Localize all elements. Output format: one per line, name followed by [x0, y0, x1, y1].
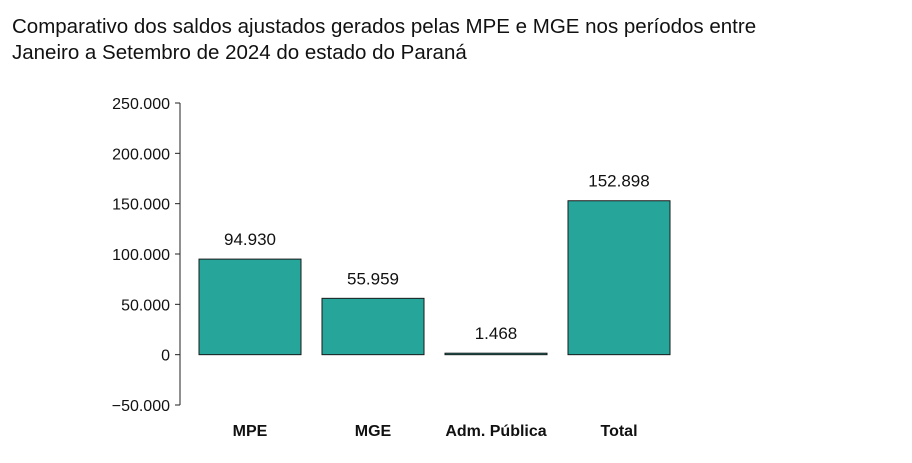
- y-tick-label: 150.000: [112, 197, 170, 214]
- bar-mge: [321, 297, 425, 356]
- data-label: 1.468: [475, 324, 518, 343]
- category-label: MGE: [355, 423, 392, 440]
- data-label: 94.930: [224, 230, 276, 249]
- labels: 94.930 MPE 55.959 MGE 1.468 Adm. Pública 152.8…: [224, 172, 650, 440]
- category-label: Adm. Pública: [445, 423, 546, 440]
- category-label: Total: [600, 423, 637, 440]
- bars: [198, 200, 671, 356]
- y-tick-label: 200.000: [112, 146, 170, 163]
- chart-title-line-2: Janeiro a Setembro de 2024 do estado do …: [12, 41, 467, 64]
- category-label: MPE: [233, 423, 268, 440]
- data-label: 55.959: [347, 269, 399, 288]
- y-tick-label: 100.000: [112, 247, 170, 264]
- bar-total: [567, 200, 671, 356]
- bar-mpe: [198, 258, 302, 356]
- data-label: 152.898: [588, 172, 649, 191]
- y-tick-label: 50.000: [121, 297, 170, 314]
- y-axis: 250.000 200.000 150.000 100.000 50.000 0 −50.0…: [112, 96, 181, 415]
- y-tick-label: 0: [161, 348, 170, 365]
- y-tick-label: 250.000: [112, 96, 170, 113]
- bar-adm-p-blica: [444, 352, 548, 356]
- y-tick-label: −50.000: [112, 398, 170, 415]
- chart-title: Comparativo dos saldos ajustados gerados…: [12, 14, 892, 66]
- chart-title-line-1: Comparativo dos saldos ajustados gerados…: [12, 15, 757, 38]
